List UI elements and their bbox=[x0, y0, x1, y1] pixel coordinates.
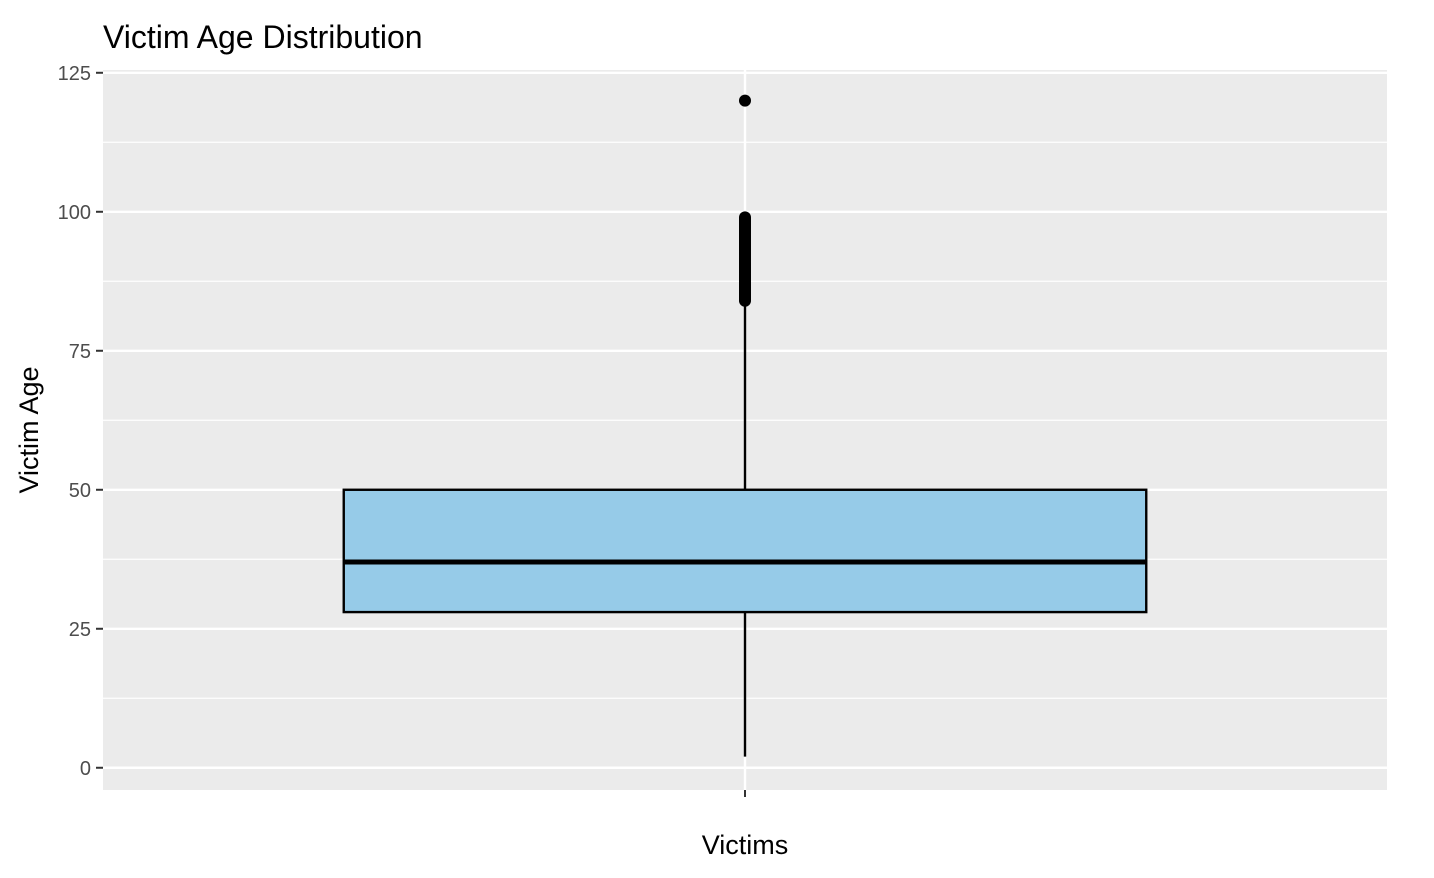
box-marks bbox=[342, 94, 1148, 757]
iqr-box bbox=[342, 488, 1148, 614]
y-tick-label: 100 bbox=[58, 202, 91, 224]
y-axis-title: Victim Age bbox=[14, 366, 44, 493]
y-tick-label: 75 bbox=[69, 341, 91, 363]
chart-title: Victim Age Distribution bbox=[103, 19, 423, 55]
y-tick-label: 0 bbox=[80, 758, 91, 780]
y-tick-label: 25 bbox=[69, 619, 91, 641]
outlier-point bbox=[739, 211, 751, 224]
y-tick-label: 125 bbox=[58, 63, 91, 85]
x-axis-title: Victims bbox=[702, 830, 789, 860]
y-tick-label: 50 bbox=[69, 480, 91, 502]
y-axis: 0 25 50 75 100 125 bbox=[58, 63, 103, 780]
outlier-point bbox=[739, 94, 751, 107]
